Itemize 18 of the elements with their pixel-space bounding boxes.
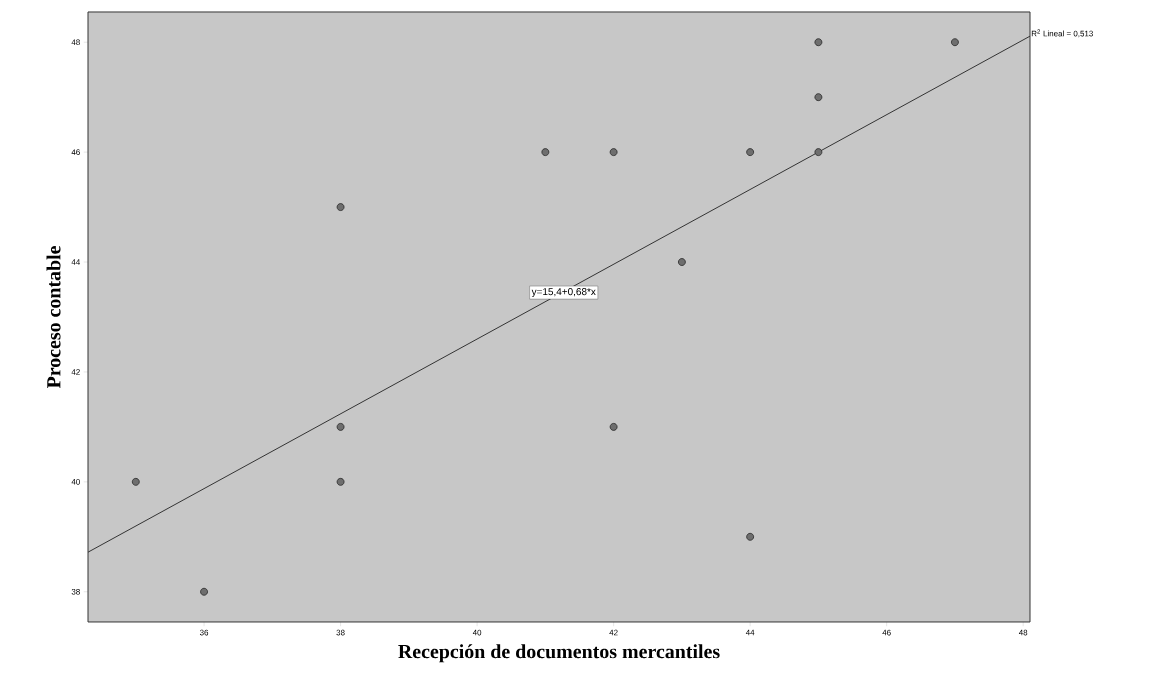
point bbox=[951, 38, 959, 47]
x-axis-title: Recepción de documentos mercantiles bbox=[398, 644, 720, 663]
annotation: y=15,4+0,68*x bbox=[531, 288, 596, 298]
point bbox=[541, 148, 550, 157]
point bbox=[131, 477, 140, 486]
point bbox=[746, 532, 755, 541]
point bbox=[200, 587, 208, 596]
point bbox=[677, 258, 686, 266]
point bbox=[814, 38, 823, 47]
point bbox=[814, 93, 823, 102]
point bbox=[336, 423, 345, 431]
point bbox=[609, 423, 618, 431]
point bbox=[814, 148, 823, 157]
point bbox=[609, 148, 618, 157]
y-axis-title: Proceso contable bbox=[46, 246, 61, 389]
point bbox=[336, 203, 345, 211]
point bbox=[746, 148, 755, 157]
point bbox=[336, 477, 345, 486]
